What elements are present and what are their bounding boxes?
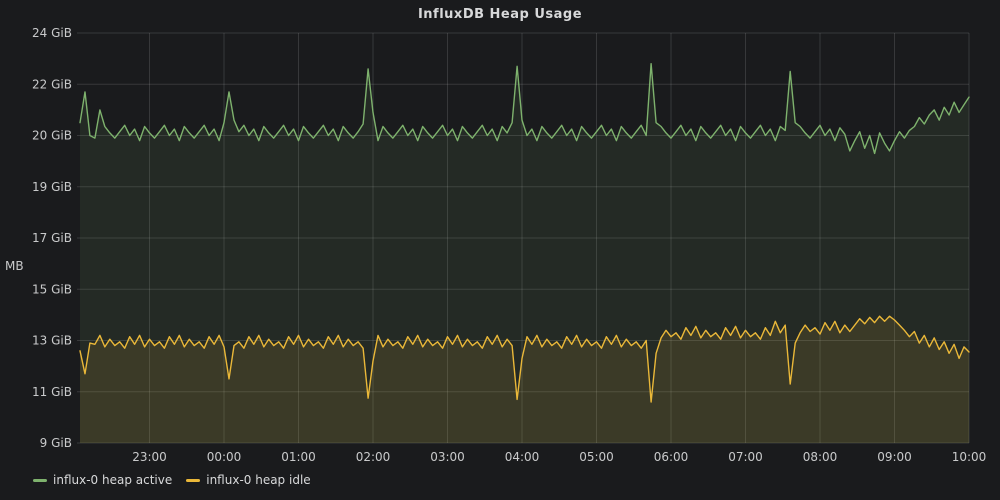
legend-swatch-green — [33, 478, 47, 482]
x-tick-label: 03:00 — [430, 450, 465, 464]
legend-label-heap-idle: influx-0 heap idle — [206, 473, 311, 487]
panel-title[interactable]: InfluxDB Heap Usage — [417, 7, 583, 22]
y-tick-label: 13 GiB — [32, 334, 72, 348]
series-fill-1 — [80, 316, 969, 443]
y-tick-label: 22 GiB — [32, 77, 72, 91]
y-tick-label: 20 GiB — [32, 129, 72, 143]
x-tick-label: 04:00 — [505, 450, 540, 464]
x-tick-label: 01:00 — [281, 450, 316, 464]
legend: influx-0 heap active influx-0 heap idle — [33, 473, 311, 487]
y-axis-title: MB — [5, 259, 24, 273]
x-tick-label: 10:00 — [952, 450, 987, 464]
series-line-0[interactable] — [79, 63, 970, 155]
x-tick-label: 05:00 — [579, 450, 614, 464]
y-tick-label: 24 GiB — [32, 26, 72, 40]
x-tick-label: 08:00 — [803, 450, 838, 464]
legend-label-heap-active: influx-0 heap active — [53, 473, 173, 487]
y-tick-label: 9 GiB — [40, 436, 72, 450]
x-tick-label: 06:00 — [654, 450, 689, 464]
x-tick-label: 23:00 — [132, 450, 167, 464]
y-tick-label: 17 GiB — [32, 231, 72, 245]
x-tick-label: 07:00 — [728, 450, 763, 464]
legend-item-heap-idle[interactable]: influx-0 heap idle — [186, 473, 311, 487]
x-tick-label: 09:00 — [877, 450, 912, 464]
legend-swatch-yellow — [186, 478, 201, 482]
legend-item-heap-active[interactable]: influx-0 heap active — [33, 473, 172, 487]
y-tick-label: 19 GiB — [32, 180, 72, 194]
series-line-1[interactable] — [79, 315, 970, 403]
y-tick-label: 11 GiB — [32, 385, 72, 399]
x-tick-label: 00:00 — [207, 450, 242, 464]
series-fill-0 — [80, 63, 969, 443]
y-tick-label: 15 GiB — [32, 282, 72, 296]
x-tick-label: 02:00 — [356, 450, 391, 464]
